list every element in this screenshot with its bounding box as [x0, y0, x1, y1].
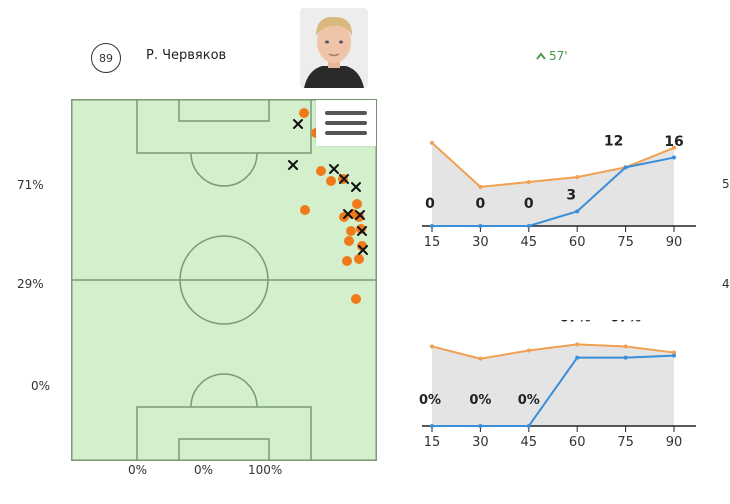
series-point[interactable]: [672, 145, 676, 150]
x-tick-label: 15: [424, 235, 441, 248]
line-chart-top: 15 30 45 60 75 90 0 0 0 3 12 16: [422, 133, 696, 248]
side-label-71: 71%: [17, 178, 44, 192]
shot-dot[interactable]: [342, 256, 352, 266]
shot-cross[interactable]: [339, 174, 349, 184]
shot-dot[interactable]: [354, 254, 364, 264]
x-tick-label: 60: [569, 235, 586, 248]
side-label-0: 0%: [31, 379, 51, 393]
data-label: 69%: [654, 320, 685, 322]
series-point[interactable]: [575, 209, 580, 214]
x-tick-label: 75: [617, 435, 634, 448]
series-point[interactable]: [623, 355, 628, 360]
data-label: 67%: [560, 320, 591, 326]
series-point[interactable]: [526, 180, 531, 184]
shot-cross[interactable]: [343, 209, 353, 219]
shot-cross[interactable]: [355, 210, 365, 220]
pitch-map: [71, 99, 377, 461]
series-line-orange: [431, 142, 675, 188]
shot-dot[interactable]: [344, 236, 354, 246]
series-point[interactable]: [430, 224, 434, 228]
shot-cross[interactable]: [288, 160, 298, 170]
x-tick-label: 90: [666, 435, 683, 448]
series-point[interactable]: [430, 140, 434, 145]
data-label: 0%: [419, 393, 441, 408]
shot-cross[interactable]: [329, 164, 339, 174]
chevron-up-icon: [536, 52, 546, 60]
chart-menu-button[interactable]: [316, 100, 376, 146]
shot-dot[interactable]: [346, 226, 356, 236]
shot-dot[interactable]: [316, 166, 326, 176]
shot-dot[interactable]: [352, 199, 362, 209]
shot-dot[interactable]: [351, 294, 361, 304]
shot-cross[interactable]: [358, 245, 368, 255]
series-point[interactable]: [478, 224, 483, 228]
data-label: 16: [664, 134, 683, 150]
edge-label-bottom: 4: [722, 277, 730, 291]
edge-label-top: 5: [722, 177, 730, 191]
data-label: 67%: [610, 320, 641, 326]
series-point[interactable]: [526, 424, 531, 428]
data-label: 0: [425, 196, 435, 212]
x-tick-label: 60: [569, 435, 586, 448]
series-point[interactable]: [430, 424, 434, 428]
side-label-29: 29%: [17, 277, 44, 291]
series-point[interactable]: [478, 356, 483, 361]
series-point[interactable]: [478, 184, 483, 189]
bottom-label-middle: 0%: [194, 463, 214, 477]
x-tick-label: 30: [472, 235, 489, 248]
x-tick-label: 75: [617, 235, 634, 248]
series-point[interactable]: [478, 424, 483, 428]
pitch-lines: [71, 99, 377, 461]
series-point[interactable]: [526, 348, 531, 353]
series-point[interactable]: [430, 344, 434, 349]
series-point[interactable]: [623, 344, 628, 349]
player-avatar: [300, 8, 368, 88]
series-point[interactable]: [575, 342, 580, 347]
data-label: 0: [524, 196, 534, 212]
shot-dot[interactable]: [300, 205, 310, 215]
hamburger-icon-bar: [325, 111, 367, 115]
series-line-blue: [432, 354, 675, 427]
data-label: 3: [566, 187, 576, 203]
data-label: 12: [604, 133, 623, 149]
area-fill: [432, 344, 674, 426]
series-point[interactable]: [575, 355, 580, 360]
x-tick-label: 45: [521, 435, 538, 448]
x-tick-label: 30: [472, 435, 489, 448]
shot-cross[interactable]: [357, 226, 367, 236]
series-line-orange: [431, 343, 675, 360]
substitution-minute: 57': [549, 49, 568, 63]
series-point[interactable]: [623, 165, 628, 170]
shot-dot[interactable]: [326, 176, 336, 186]
shot-dot[interactable]: [299, 108, 309, 118]
data-label: 0%: [518, 393, 540, 408]
area-fill: [432, 142, 674, 226]
data-label: 0%: [469, 393, 491, 408]
hamburger-icon-bar: [325, 131, 367, 135]
hamburger-icon-bar: [325, 121, 367, 125]
bottom-label-left: 0%: [128, 463, 148, 477]
player-name[interactable]: Р. Червяков: [146, 48, 227, 63]
series-point[interactable]: [526, 224, 531, 228]
x-tick-label: 15: [424, 435, 441, 448]
series-point[interactable]: [575, 175, 580, 180]
shot-cross[interactable]: [351, 182, 361, 192]
substitution-indicator: 57': [536, 49, 568, 63]
series-point[interactable]: [672, 155, 676, 160]
jersey-number-badge: 89: [91, 43, 121, 73]
bottom-label-right: 100%: [248, 463, 283, 477]
series-point[interactable]: [672, 350, 676, 355]
shot-cross[interactable]: [293, 119, 303, 129]
line-chart-bottom: 15 30 45 60 75 90 0% 0% 0% 67% 67% 69%: [419, 320, 696, 448]
x-tick-label: 90: [666, 235, 683, 248]
x-tick-label: 45: [521, 235, 538, 248]
data-label: 0: [476, 196, 486, 212]
series-point[interactable]: [672, 353, 676, 358]
series-line-blue: [432, 156, 675, 227]
